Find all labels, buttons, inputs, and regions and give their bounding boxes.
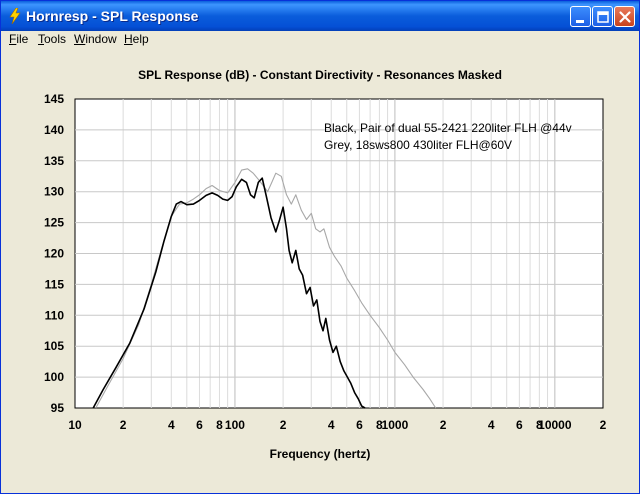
y-tick-label: 110 — [45, 308, 65, 322]
menu-window-label: indow — [85, 32, 117, 46]
x-tick-label: 2 — [280, 418, 287, 432]
y-tick-label: 95 — [51, 401, 65, 415]
window-title: Hornresp - SPL Response — [26, 8, 199, 24]
x-tick-label: 6 — [356, 418, 363, 432]
y-tick-label: 145 — [44, 92, 64, 106]
legend-black: Black, Pair of dual 55-2421 220liter FLH… — [324, 121, 572, 135]
x-tick-label: 2 — [600, 418, 607, 432]
y-tick-label: 100 — [44, 370, 64, 384]
series-black-line — [92, 177, 366, 409]
y-tick-label: 125 — [44, 216, 64, 230]
x-tick-label: 10000 — [538, 418, 572, 432]
y-tick-label: 120 — [44, 247, 64, 261]
y-tick-labels: 95 100 105 110 115 120 125 130 135 140 145 — [44, 92, 64, 415]
menu-help[interactable]: Help — [124, 32, 149, 46]
x-tick-label: 6 — [516, 418, 523, 432]
menu-tools[interactable]: Tools — [38, 32, 66, 46]
x-tick-label: 4 — [488, 418, 495, 432]
menu-bar: File Tools Window Help — [1, 31, 639, 49]
minimize-icon — [576, 20, 584, 23]
title-bar[interactable]: Hornresp - SPL Response — [1, 1, 639, 31]
y-tick-label: 135 — [44, 154, 64, 168]
series-lines — [92, 168, 437, 409]
close-button[interactable] — [614, 6, 635, 27]
chart-title: SPL Response (dB) - Constant Directivity… — [138, 68, 502, 82]
x-tick-label: 4 — [328, 418, 335, 432]
maximize-button[interactable] — [592, 6, 613, 27]
x-tick-label: 2 — [440, 418, 447, 432]
x-tick-label: 6 — [196, 418, 203, 432]
menu-window[interactable]: Window — [74, 32, 117, 46]
y-tick-label: 115 — [45, 277, 65, 291]
x-tick-label: 1000 — [382, 418, 409, 432]
y-tick-label: 130 — [44, 185, 64, 199]
x-tick-label: 8 — [536, 418, 543, 432]
menu-file-label: ile — [16, 32, 29, 46]
minimize-button[interactable] — [570, 6, 591, 27]
close-icon — [619, 11, 631, 23]
y-tick-label: 105 — [44, 339, 64, 353]
legend: Black, Pair of dual 55-2421 220liter FLH… — [324, 121, 572, 152]
menu-file[interactable]: File — [9, 32, 28, 46]
x-tick-label: 8 — [376, 418, 383, 432]
x-tick-label: 8 — [216, 418, 223, 432]
menu-tools-label: ools — [44, 32, 67, 46]
x-tick-label: 2 — [120, 418, 127, 432]
maximize-icon — [597, 11, 609, 23]
hornresp-app-icon — [9, 8, 21, 24]
spl-chart: SPL Response (dB) - Constant Directivity… — [44, 68, 607, 461]
y-tick-label: 140 — [44, 123, 64, 137]
menu-tools-mnemonic: T — [38, 32, 44, 46]
x-axis-label: Frequency (hertz) — [270, 447, 371, 461]
legend-grey: Grey, 18sws800 430liter FLH@60V — [324, 138, 512, 152]
grid-lines — [75, 99, 603, 408]
menu-help-mnemonic: H — [124, 32, 133, 46]
x-tick-label: 4 — [168, 418, 175, 432]
series-grey-line — [95, 168, 437, 409]
x-tick-label: 10 — [68, 418, 82, 432]
menu-window-mnemonic: W — [74, 32, 86, 46]
menu-help-label: elp — [132, 32, 149, 46]
chart-area: SPL Response (dB) - Constant Directivity… — [4, 49, 636, 491]
menu-file-mnemonic: F — [9, 32, 17, 46]
x-tick-label: 100 — [225, 418, 245, 432]
